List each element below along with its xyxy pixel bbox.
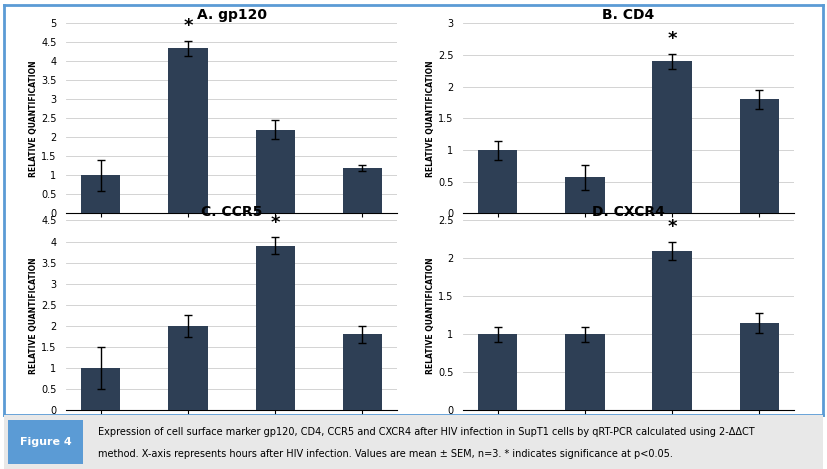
Bar xyxy=(256,246,294,410)
X-axis label: TIME IN HOURS AFTER INFECTION: TIME IN HOURS AFTER INFECTION xyxy=(146,432,318,441)
Bar xyxy=(566,334,605,410)
Text: *: * xyxy=(270,213,280,232)
Bar xyxy=(566,177,605,213)
Title: B. CD4: B. CD4 xyxy=(602,8,655,23)
Bar xyxy=(739,99,779,213)
Y-axis label: RELATIVE QUANTIFICATION: RELATIVE QUANTIFICATION xyxy=(426,257,435,374)
Bar xyxy=(342,168,382,213)
Title: A. gp120: A. gp120 xyxy=(197,8,266,23)
Text: Expression of cell surface marker gp120, CD4, CCR5 and CXCR4 after HIV infection: Expression of cell surface marker gp120,… xyxy=(98,427,755,437)
Y-axis label: RELATIVE QUANTIFICATION: RELATIVE QUANTIFICATION xyxy=(29,60,38,177)
Bar xyxy=(478,334,518,410)
Bar xyxy=(739,323,779,410)
Text: *: * xyxy=(184,17,193,35)
Text: Figure 4: Figure 4 xyxy=(20,437,71,447)
Bar xyxy=(653,251,691,410)
Bar xyxy=(256,130,294,213)
X-axis label: TIME IN HOURS AFTER INFECTION: TIME IN HOURS AFTER INFECTION xyxy=(543,432,715,441)
Bar xyxy=(169,48,208,213)
Bar xyxy=(81,175,121,213)
Text: method. X-axis represents hours after HIV infection. Values are mean ± SEM, n=3.: method. X-axis represents hours after HI… xyxy=(98,449,673,459)
Title: D. CXCR4: D. CXCR4 xyxy=(592,205,665,219)
X-axis label: TIME IN HOURS AFTER INFECTION: TIME IN HOURS AFTER INFECTION xyxy=(543,235,715,244)
Bar xyxy=(81,368,121,410)
Y-axis label: RELATIVE QUANTIFICATION: RELATIVE QUANTIFICATION xyxy=(426,60,435,177)
Bar xyxy=(169,326,208,410)
Y-axis label: RELATIVE QUANTIFICATION: RELATIVE QUANTIFICATION xyxy=(29,257,38,374)
Bar xyxy=(342,334,382,410)
Text: *: * xyxy=(667,218,676,236)
Bar xyxy=(478,150,518,213)
Title: C. CCR5: C. CCR5 xyxy=(201,205,262,219)
Text: *: * xyxy=(667,30,676,48)
X-axis label: TIME IN HOURS AFTER INFECTION: TIME IN HOURS AFTER INFECTION xyxy=(146,235,318,244)
Bar xyxy=(653,61,691,213)
